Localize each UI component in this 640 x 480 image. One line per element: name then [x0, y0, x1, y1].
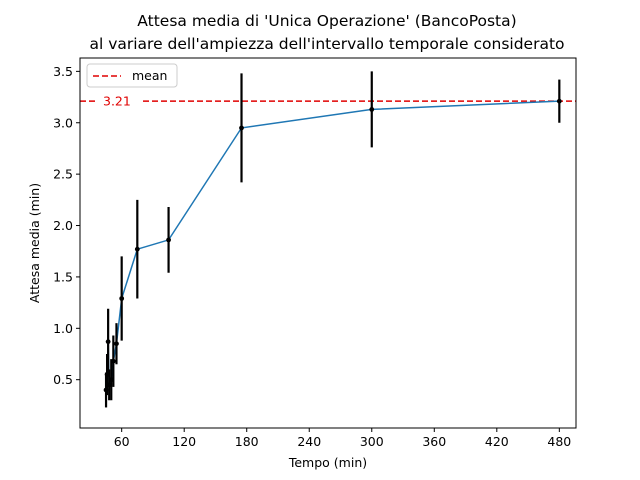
data-point	[369, 106, 375, 112]
data-point	[114, 341, 119, 347]
x-axis: 60 120 180 240 300 360 420 480	[114, 428, 571, 449]
y-tick-label: 2.5	[53, 167, 73, 182]
data-point	[105, 339, 111, 345]
y-tick-label: 2.0	[53, 218, 73, 233]
data-point	[166, 237, 171, 243]
y-tick-label: 0.5	[53, 372, 73, 387]
y-tick-label: 3.0	[53, 115, 73, 130]
plot-layer: 3.21	[80, 71, 576, 408]
series-line	[105, 100, 560, 391]
plot-frame	[79, 57, 577, 429]
legend-box	[86, 63, 178, 88]
x-tick-label: 360	[422, 434, 446, 449]
data-point	[108, 377, 114, 383]
chart-subtitle: al variare dell'ampiezza dell'intervallo…	[89, 35, 564, 53]
y-axis-label: Attesa media (min)	[27, 183, 42, 303]
y-tick-label: 1.5	[53, 269, 73, 284]
data-point	[110, 358, 116, 364]
x-tick-label: 60	[114, 434, 130, 449]
x-tick-label: 420	[485, 434, 509, 449]
data-point	[104, 372, 110, 377]
data-point	[106, 382, 112, 388]
x-tick-label: 120	[172, 434, 196, 449]
x-tick-label: 180	[235, 434, 259, 449]
y-tick-label: 1.0	[53, 321, 73, 336]
data-point	[119, 296, 125, 301]
y-axis: 0.5 1.0 1.5 2.0 2.5 3.0 3.5	[53, 64, 80, 387]
data-point	[103, 387, 109, 393]
x-tick-label: 480	[547, 434, 571, 449]
mean-label-bg	[96, 93, 140, 110]
x-axis-label: Tempo (min)	[288, 455, 367, 470]
y-tick-label: 3.5	[53, 64, 73, 79]
data-point	[134, 246, 140, 252]
legend: mean	[86, 63, 178, 88]
chart-title: Attesa media di 'Unica Operazione' (Banc…	[137, 12, 516, 30]
mean-label: 3.21	[103, 94, 131, 109]
data-point	[556, 98, 562, 104]
x-tick-label: 300	[360, 434, 384, 449]
data-point	[239, 125, 244, 131]
x-tick-label: 240	[297, 434, 321, 449]
legend-mean-label: mean	[132, 68, 167, 83]
